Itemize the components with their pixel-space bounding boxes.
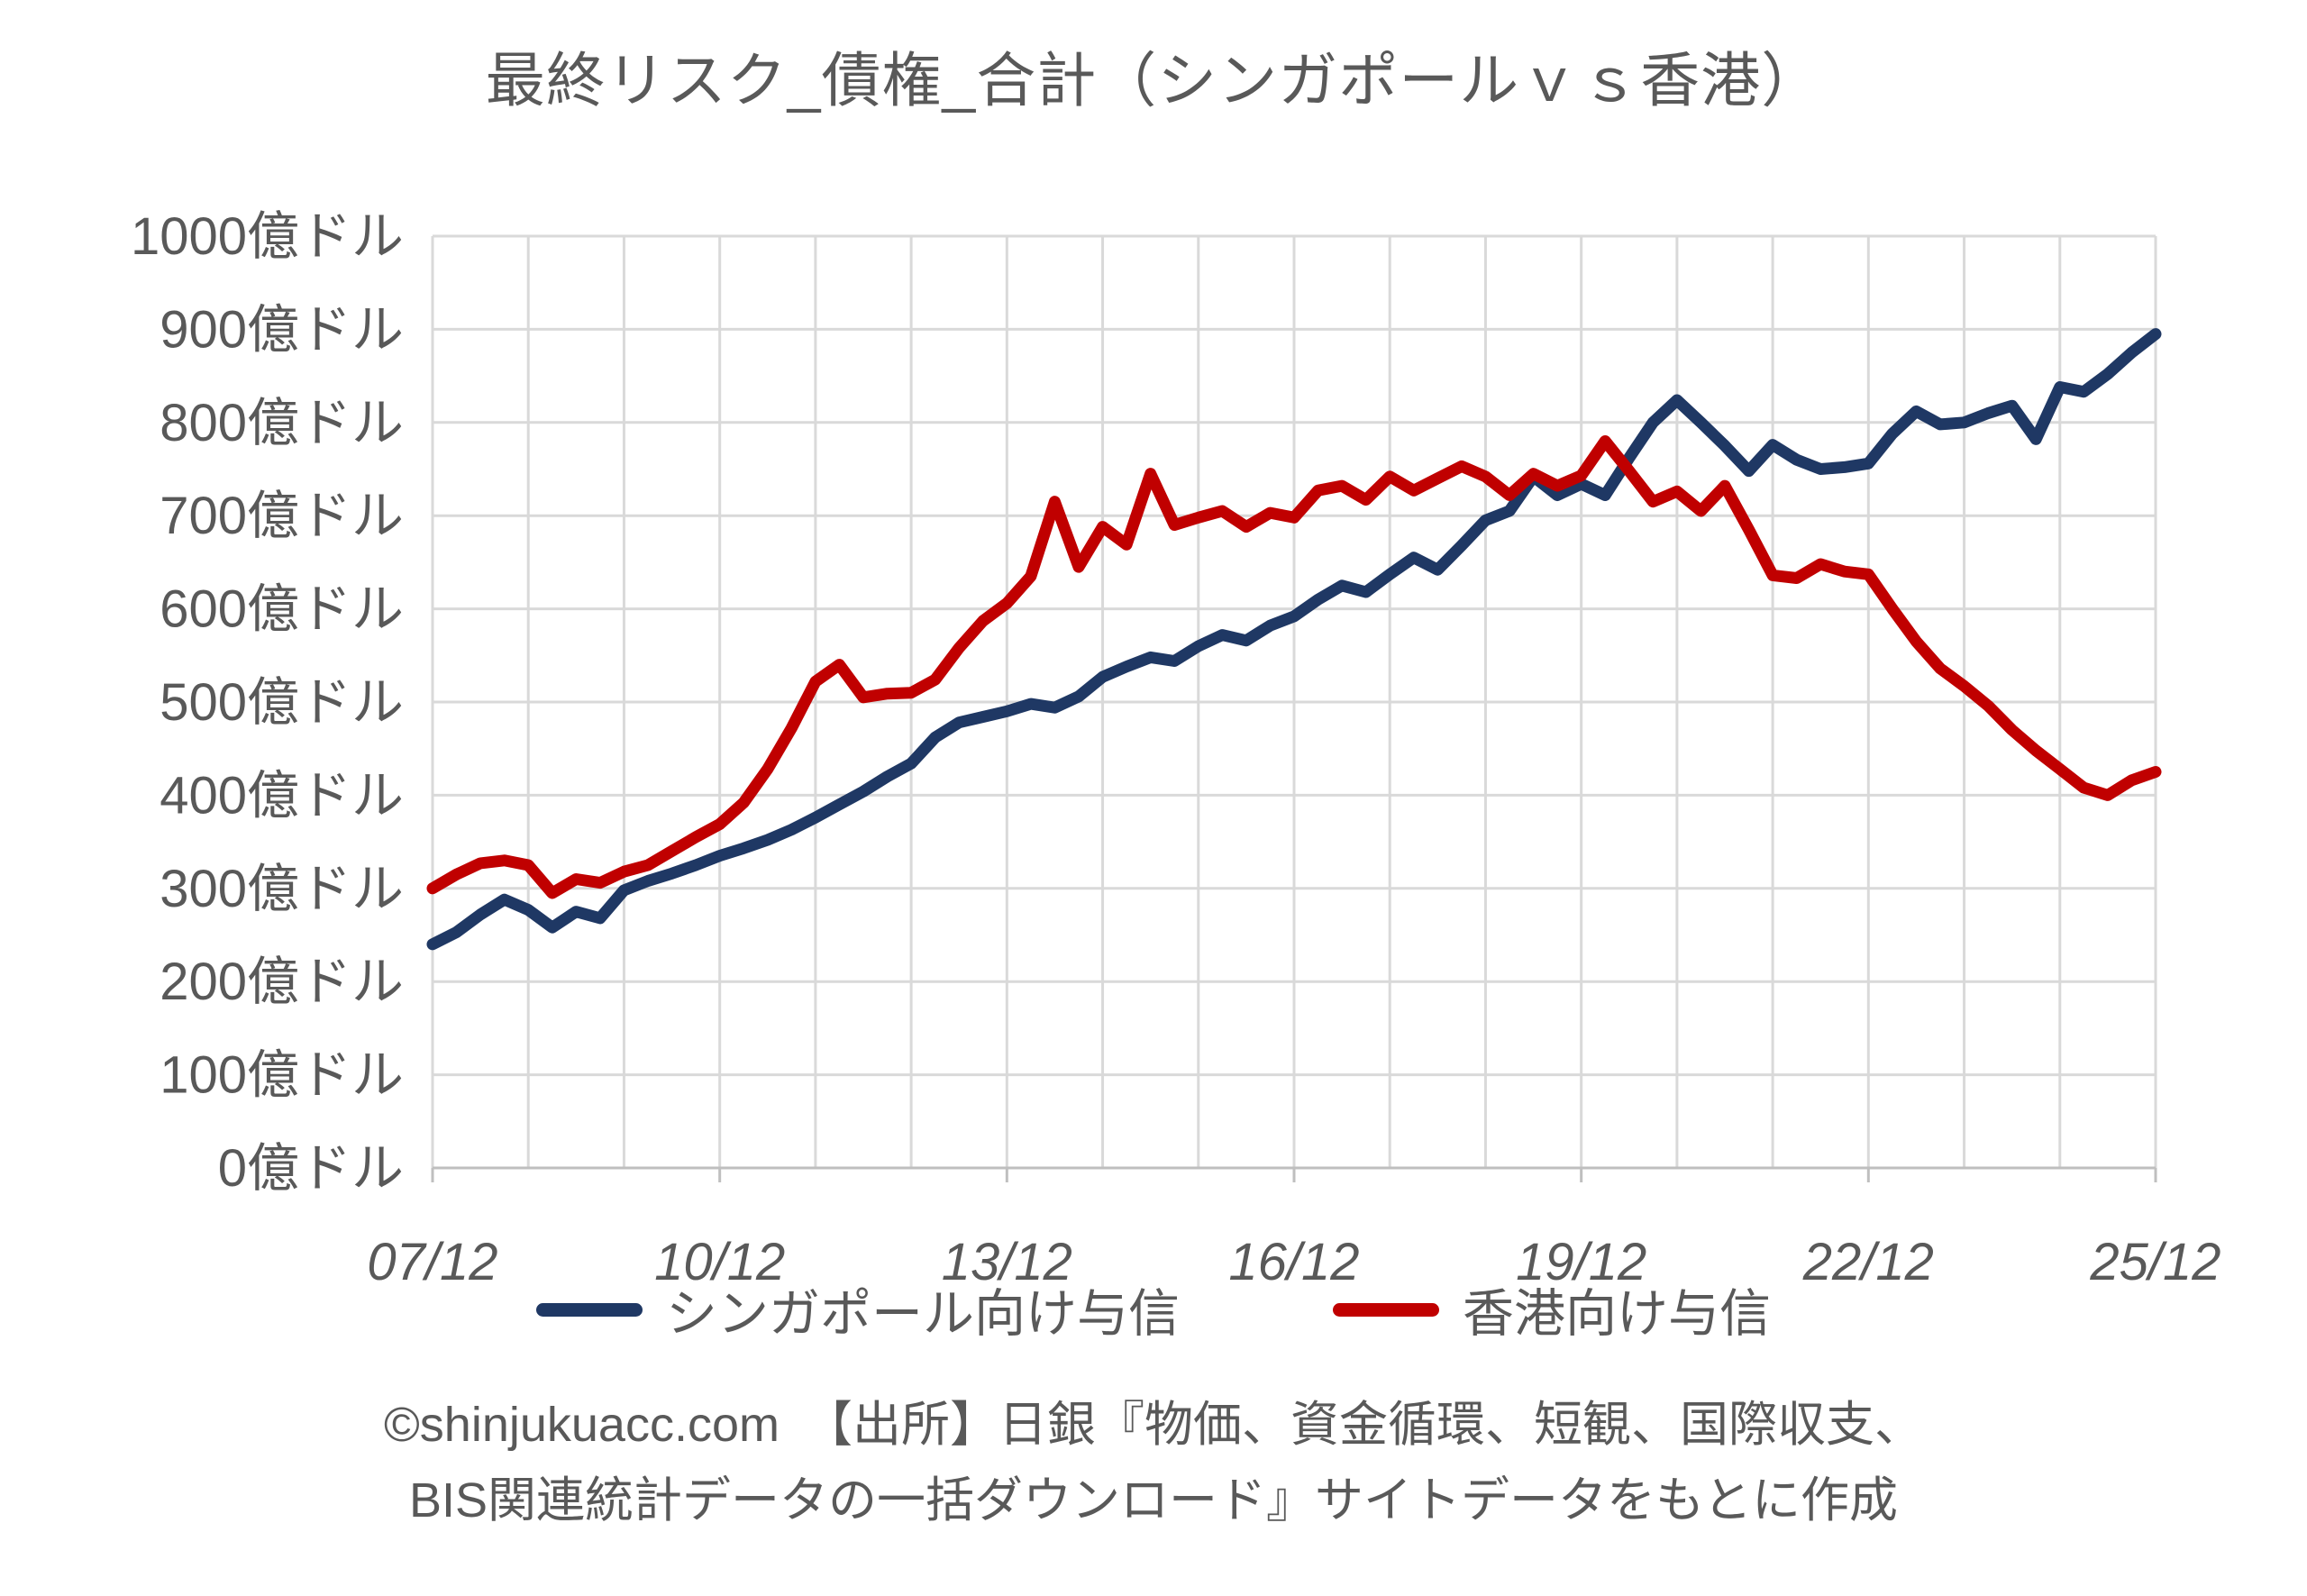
y-axis-tick-label: 0億ドル xyxy=(218,1139,404,1198)
y-axis-tick-label: 900億ドル xyxy=(160,300,404,359)
footer-line-2: BIS関連統計データの一括ダウンロード』サイトデータをもとに作成 xyxy=(409,1473,1898,1528)
footer-credit: ©shinjukuacc.com 【出所】日銀『物価、資金循環、短観、国際収支、… xyxy=(0,1388,2307,1538)
y-axis-tick-label: 600億ドル xyxy=(160,580,404,639)
chart-title: 最終リスク_債権_合計（シンガポールｖｓ香港） xyxy=(485,47,1822,114)
footer-line-1: ©shinjukuacc.com 【出所】日銀『物価、資金循環、短観、国際収支、 xyxy=(384,1398,1923,1452)
legend-item-hongkong: 香港向け与信 xyxy=(1333,1272,1771,1346)
x-axis-tick-label: 25/12 xyxy=(2089,1233,2220,1291)
series-line-singapore xyxy=(426,328,2162,951)
y-axis-tick-label: 700億ドル xyxy=(160,487,404,545)
x-axis-tick-label: 16/12 xyxy=(1228,1233,1359,1291)
legend-item-singapore: シンガポール向け与信 xyxy=(536,1272,1180,1346)
x-axis-tick-label: 10/12 xyxy=(654,1233,785,1291)
x-axis-tick-label: 13/12 xyxy=(942,1233,1072,1291)
legend-label-singapore: シンガポール向け与信 xyxy=(666,1285,1180,1343)
x-axis-tick-label: 19/12 xyxy=(1516,1233,1646,1291)
legend-line-icon-hongkong xyxy=(1333,1302,1439,1317)
y-axis-tick-label: 200億ドル xyxy=(160,953,404,1011)
y-axis-tick-label: 500億ドル xyxy=(160,673,404,732)
legend-label-hongkong: 香港向け与信 xyxy=(1463,1285,1771,1343)
x-axis-tick-label: 22/12 xyxy=(1802,1233,1934,1291)
y-axis-tick-label: 300億ドル xyxy=(160,860,404,918)
y-axis-tick-label: 1000億ドル xyxy=(131,207,404,266)
series-line-hongkong xyxy=(426,435,2162,899)
y-axis-tick-label: 100億ドル xyxy=(160,1046,404,1105)
chart-legend: シンガポール向け与信 香港向け与信 xyxy=(0,1272,2307,1346)
legend-line-icon-singapore xyxy=(536,1302,643,1317)
y-axis-tick-label: 400億ドル xyxy=(160,766,404,825)
y-axis-tick-label: 800億ドル xyxy=(160,394,404,452)
x-axis-tick-label: 07/12 xyxy=(367,1233,497,1291)
